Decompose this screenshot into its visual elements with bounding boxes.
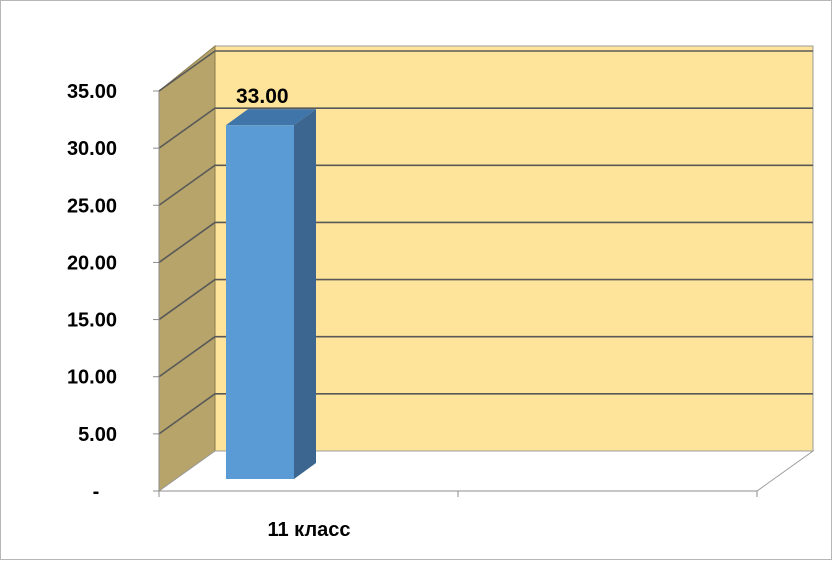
- gridline: [158, 164, 813, 206]
- y-tick-label: 15.00: [67, 310, 117, 332]
- bar: [226, 125, 294, 480]
- side-wall: [158, 44, 216, 492]
- y-tick-label: 5.00: [78, 424, 117, 446]
- gridline: [158, 50, 813, 92]
- gridline: [158, 107, 813, 149]
- y-tick-label: 35.00: [67, 81, 117, 103]
- gridline: [158, 393, 813, 435]
- y-tick-label: 20.00: [67, 252, 117, 274]
- gridline: [158, 335, 813, 378]
- y-tick-label: 25.00: [67, 195, 117, 217]
- data-label: 33.00: [236, 85, 289, 108]
- gridline: [158, 278, 813, 321]
- gridline: [158, 221, 813, 264]
- labels: - 5.00 10.00 15.00 20.00 25.00 30.00 35.00 33.00…: [67, 81, 351, 541]
- y-tick-label: 30.00: [67, 138, 117, 160]
- gridlines: [158, 50, 813, 435]
- bar-side: [294, 109, 316, 480]
- x-category-label: 11 класс: [267, 519, 350, 541]
- axes: [153, 90, 758, 497]
- y-tick-label: -: [93, 481, 100, 503]
- y-tick-label: 10.00: [67, 367, 117, 389]
- bars: [226, 109, 316, 480]
- bar-top: [226, 109, 316, 126]
